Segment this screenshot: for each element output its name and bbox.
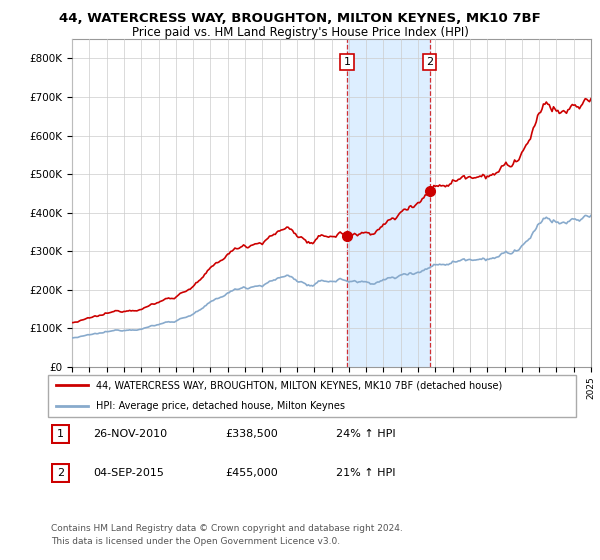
Text: 2: 2 [57, 468, 64, 478]
Text: 26-NOV-2010: 26-NOV-2010 [93, 429, 167, 439]
Text: 44, WATERCRESS WAY, BROUGHTON, MILTON KEYNES, MK10 7BF (detached house): 44, WATERCRESS WAY, BROUGHTON, MILTON KE… [95, 380, 502, 390]
FancyBboxPatch shape [52, 425, 69, 443]
Text: HPI: Average price, detached house, Milton Keynes: HPI: Average price, detached house, Milt… [95, 402, 344, 411]
Text: Price paid vs. HM Land Registry's House Price Index (HPI): Price paid vs. HM Land Registry's House … [131, 26, 469, 39]
Text: 24% ↑ HPI: 24% ↑ HPI [336, 429, 395, 439]
Text: 1: 1 [57, 429, 64, 439]
Text: £338,500: £338,500 [225, 429, 278, 439]
Text: 44, WATERCRESS WAY, BROUGHTON, MILTON KEYNES, MK10 7BF: 44, WATERCRESS WAY, BROUGHTON, MILTON KE… [59, 12, 541, 25]
Text: 04-SEP-2015: 04-SEP-2015 [93, 468, 164, 478]
Text: Contains HM Land Registry data © Crown copyright and database right 2024.
This d: Contains HM Land Registry data © Crown c… [51, 524, 403, 546]
FancyBboxPatch shape [48, 375, 576, 417]
Bar [347, 39, 430, 367]
Text: 1: 1 [344, 57, 351, 67]
Text: 2: 2 [426, 57, 433, 67]
Text: 21% ↑ HPI: 21% ↑ HPI [336, 468, 395, 478]
Text: £455,000: £455,000 [225, 468, 278, 478]
FancyBboxPatch shape [52, 464, 69, 482]
